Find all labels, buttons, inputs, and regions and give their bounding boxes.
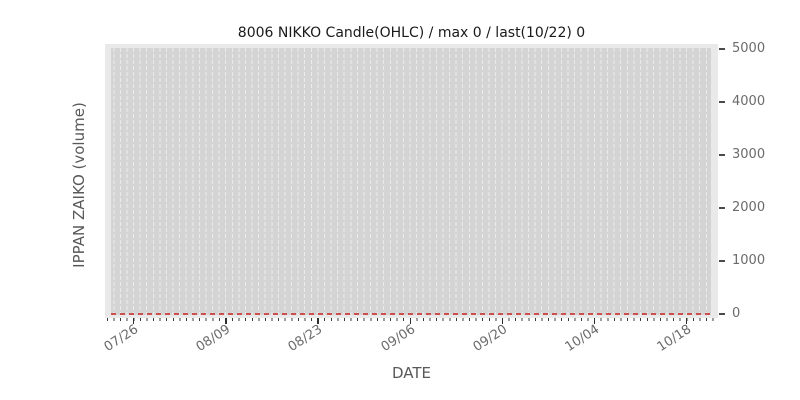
y-tick-label: 1000 <box>732 253 766 268</box>
y-tick-mark <box>719 207 725 209</box>
x-major-tick <box>686 318 688 324</box>
y-tick-label: 4000 <box>732 94 766 109</box>
y-tick-label: 2000 <box>732 200 766 215</box>
y-tick-mark <box>719 48 725 50</box>
chart-title: 8006 NIKKO Candle(OHLC) / max 0 / last(1… <box>237 25 586 41</box>
x-major-tick <box>409 318 411 324</box>
y-tick-mark <box>719 260 725 262</box>
y-tick-mark <box>719 154 725 156</box>
x-major-tick <box>317 318 319 324</box>
x-major-tick <box>501 318 504 324</box>
zero-volume-line <box>111 313 711 315</box>
y-tick-label: 0 <box>732 306 741 321</box>
plot-area <box>105 44 718 318</box>
y-tick-mark <box>719 313 725 315</box>
y-tick-label: 5000 <box>732 41 766 56</box>
grid-texture <box>111 48 711 315</box>
x-major-tick <box>593 318 596 324</box>
x-axis-title: DATE <box>391 364 432 382</box>
y-axis-title: IPPAN ZAIKO (volume) <box>70 102 88 268</box>
y-tick-mark <box>719 101 725 103</box>
x-major-tick <box>225 318 227 324</box>
y-tick-label: 3000 <box>732 147 766 162</box>
x-major-tick <box>133 318 135 324</box>
